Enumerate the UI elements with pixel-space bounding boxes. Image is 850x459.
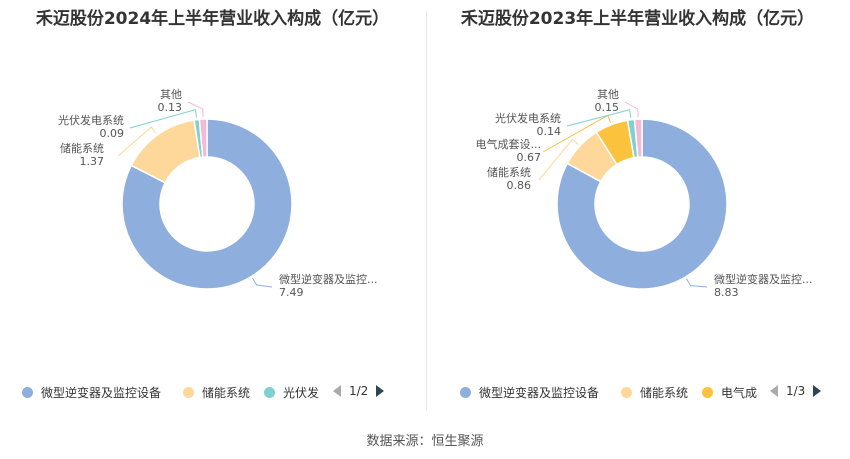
slice-label: 光伏发电系统 (58, 113, 124, 127)
legend-label: 微型逆变器及监控设备 (41, 386, 162, 400)
donut-slice-0[interactable] (121, 118, 293, 290)
slice-label: 微型逆变器及监控... (714, 272, 813, 286)
page-indicator: 1/2 (349, 384, 369, 398)
slice-label: 储能系统 (487, 165, 531, 179)
label-leader-line (117, 126, 157, 157)
legend-label: 电气成 (721, 386, 758, 400)
slice-value-label: 8.83 (714, 286, 739, 299)
panel-divider (426, 10, 427, 410)
legend-item-microinverter[interactable]: 微型逆变器及监控设备 (22, 384, 161, 401)
legend-dot (183, 387, 194, 398)
legend-item-electrical[interactable]: 电气成 (702, 384, 757, 401)
chart-title: 禾迈股份2024年上半年营业收入构成（亿元） (35, 9, 390, 29)
slice-value-label: 0.15 (595, 101, 620, 114)
legend-dot (22, 387, 33, 398)
prev-page-icon[interactable] (333, 385, 341, 397)
legend-dot (702, 387, 713, 398)
chart-panel-2024: 禾迈股份2024年上半年营业收入构成（亿元） 微型逆变器及监控... 7.49 储能… (0, 0, 425, 420)
slice-value-label: 0.09 (100, 127, 125, 140)
legend-label: 微型逆变器及监控设备 (479, 386, 600, 400)
slice-label: 电气成套设... (476, 137, 542, 151)
legend-item-pv[interactable]: 光伏发 (264, 384, 319, 401)
legend-label: 储能系统 (202, 386, 251, 400)
label-leader-line (538, 138, 579, 181)
label-leader-line (566, 109, 632, 127)
legend-dot (621, 387, 632, 398)
legend: 微型逆变器及监控设备 储能系统 光伏发 1/2 (0, 384, 425, 404)
slice-value-label: 1.37 (80, 155, 105, 168)
slice-value-label: 0.86 (507, 179, 532, 192)
next-page-icon[interactable] (813, 385, 822, 397)
data-source: 数据来源：恒生聚源 (366, 434, 484, 449)
slice-label: 其他 (160, 88, 182, 101)
chart-panel-2023: 禾迈股份2023年上半年营业收入构成（亿元） 微型逆变器及监控... 8.83 储能… (425, 0, 850, 420)
next-page-icon[interactable] (376, 385, 385, 397)
slice-value-label: 7.49 (279, 286, 304, 299)
legend-pager: 1/3 (770, 384, 822, 398)
legend-item-storage[interactable]: 储能系统 (183, 384, 250, 401)
prev-page-icon[interactable] (770, 385, 778, 397)
donut-slice-0[interactable] (556, 118, 728, 290)
chart-title: 禾迈股份2023年上半年营业收入构成（亿元） (460, 9, 815, 29)
slice-label: 微型逆变器及监控... (279, 272, 378, 286)
label-leader-line (252, 277, 273, 288)
slice-label: 光伏发电系统 (495, 111, 561, 125)
slice-value-label: 0.67 (517, 151, 542, 164)
legend-dot (460, 387, 471, 398)
legend: 微型逆变器及监控设备 储能系统 电气成 1/3 (425, 384, 850, 404)
legend-dot (264, 387, 275, 398)
label-leader-line (686, 278, 708, 288)
slice-value-label: 0.14 (537, 125, 562, 138)
label-leader-line (187, 101, 204, 118)
donut-slice-3[interactable] (198, 118, 208, 159)
slice-label: 其他 (597, 88, 619, 101)
legend-pager: 1/2 (333, 384, 385, 398)
legend-item-microinverter[interactable]: 微型逆变器及监控设备 (460, 384, 599, 401)
slice-label: 储能系统 (60, 141, 104, 155)
label-leader-line (129, 109, 197, 129)
legend-label: 光伏发 (283, 386, 320, 400)
slice-value-label: 0.13 (158, 101, 183, 114)
legend-label: 储能系统 (640, 386, 689, 400)
donut-slice-4[interactable] (633, 118, 643, 158)
label-leader-line (624, 101, 639, 118)
page-indicator: 1/3 (786, 384, 806, 398)
legend-item-storage[interactable]: 储能系统 (621, 384, 688, 401)
